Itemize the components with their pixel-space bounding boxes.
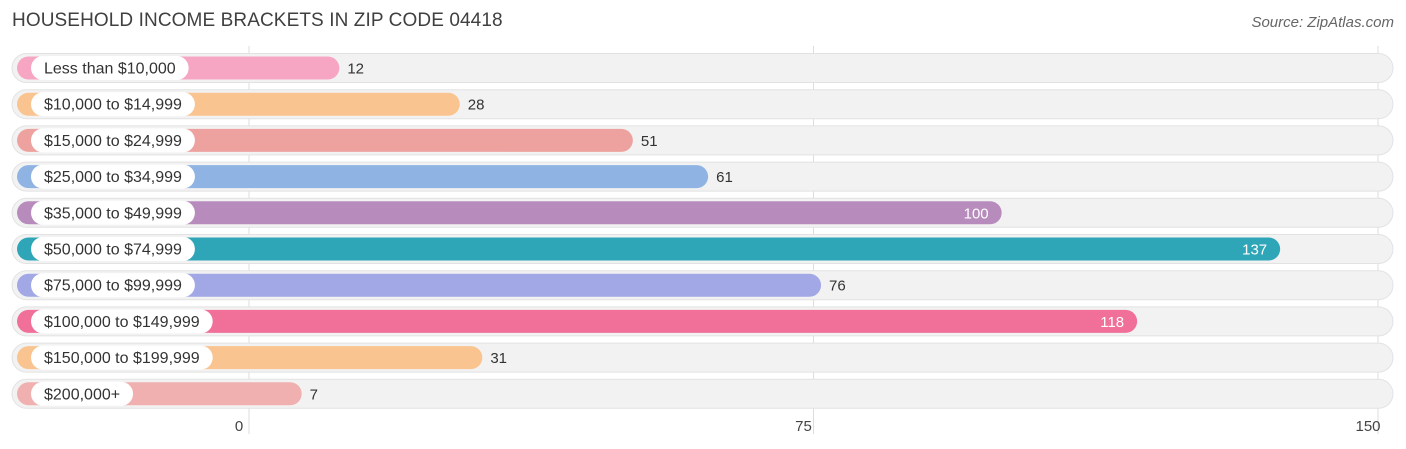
chart-title: HOUSEHOLD INCOME BRACKETS IN ZIP CODE 04…: [12, 10, 503, 31]
bar-row: $35,000 to $49,999 100: [11, 197, 1394, 228]
bar-row: $50,000 to $74,999 137: [11, 234, 1394, 264]
value-label: 7: [310, 386, 318, 403]
x-tick-label: 0: [235, 418, 243, 435]
bar-row: Less than $10,000 12: [11, 53, 1394, 83]
value-label: 31: [490, 350, 507, 367]
bar-row: $15,000 to $24,999 51: [11, 125, 1394, 156]
category-label-pill: [31, 273, 195, 298]
value-label: 12: [347, 61, 364, 78]
category-label-pill: [31, 381, 134, 406]
x-tick-label: 75: [795, 418, 812, 435]
bar-row: $200,000+ 7: [11, 378, 1394, 409]
bar: [17, 237, 1281, 261]
value-label: 51: [641, 133, 658, 150]
value-label: 118: [1100, 314, 1124, 331]
category-label-pill: [31, 92, 195, 117]
bar: [17, 309, 1138, 333]
category-label: $50,000 to $74,999: [44, 242, 182, 259]
category-label: $75,000 to $99,999: [44, 278, 182, 295]
category-label: Less than $10,000: [44, 61, 176, 78]
bar-row: $150,000 to $199,999 31: [11, 342, 1394, 373]
category-label: $200,000+: [44, 386, 120, 403]
category-label-pill: [31, 345, 213, 370]
value-label: 61: [716, 169, 733, 186]
category-label: $100,000 to $149,999: [44, 314, 200, 331]
bar-row: $100,000 to $149,999 118: [11, 306, 1394, 337]
bar-row: $10,000 to $14,999 28: [11, 89, 1394, 120]
x-tick-label: 150: [1355, 418, 1380, 435]
category-label: $10,000 to $14,999: [44, 97, 182, 114]
source-label: Source: ZipAtlas.com: [1251, 14, 1394, 31]
bar-row: $25,000 to $34,999 61: [11, 161, 1394, 192]
category-label-pill: [31, 309, 213, 334]
bar: [17, 273, 822, 297]
value-label: 28: [468, 97, 485, 114]
category-label-pill: [31, 128, 195, 153]
category-label: $35,000 to $49,999: [44, 205, 182, 222]
category-label: $150,000 to $199,999: [44, 350, 200, 367]
bar-row: $75,000 to $99,999 76: [11, 270, 1394, 301]
category-label-pill: [31, 56, 189, 80]
category-label-pill: [31, 200, 195, 225]
bar-track: [11, 53, 1394, 83]
value-label: 100: [964, 205, 989, 222]
category-label-pill: [31, 237, 195, 261]
value-label: 76: [829, 278, 846, 295]
bar-track: [11, 378, 1394, 409]
value-label: 137: [1242, 242, 1267, 259]
bar: [17, 201, 1002, 225]
category-label-pill: [31, 164, 195, 189]
category-label: $15,000 to $24,999: [44, 133, 182, 150]
category-label: $25,000 to $34,999: [44, 169, 182, 186]
